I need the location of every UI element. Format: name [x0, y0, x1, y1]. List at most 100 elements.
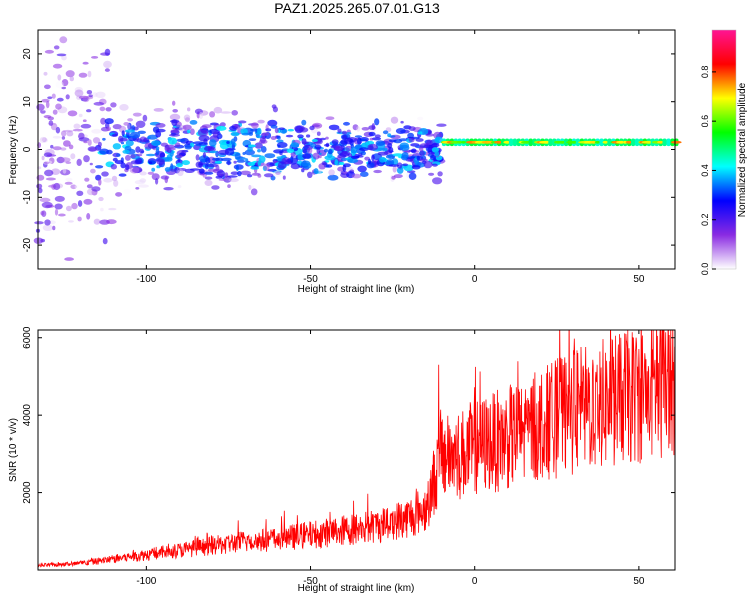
spectrogram-blob	[72, 128, 83, 132]
spectrogram-blob	[112, 143, 122, 150]
spectrogram-blob	[82, 96, 90, 103]
spectrogram-blob	[346, 132, 352, 135]
spectrogram-blob	[366, 162, 375, 169]
spectrogram-blob	[311, 139, 318, 142]
spectrogram-blob	[237, 170, 242, 177]
spectrogram-blob	[139, 171, 147, 176]
spectrogram-blob	[51, 93, 56, 99]
spectrogram-blob	[343, 121, 350, 126]
spectrogram-blob	[335, 145, 343, 152]
spectrogram-blob	[198, 112, 204, 119]
spectrogram-blob	[118, 125, 127, 133]
spectrogram-blob	[169, 113, 181, 121]
spectrogram-blob	[87, 146, 97, 152]
spectrogram-blob	[65, 94, 70, 100]
spectrogram-blob	[324, 143, 330, 147]
spectrogram-blob	[236, 159, 246, 163]
spectrogram-blob	[83, 198, 93, 205]
spectrogram-blob	[198, 168, 205, 174]
carrier-segment	[512, 138, 517, 147]
spectrogram-blob	[408, 126, 416, 131]
spectrogram-blob	[265, 128, 272, 132]
spectrogram-blob	[287, 128, 294, 132]
spectrogram-blob	[80, 123, 92, 129]
spectrogram-blob	[328, 124, 340, 131]
spectrogram-blob	[92, 137, 101, 144]
spectrogram-blob	[257, 160, 262, 167]
spectrogram-blob	[214, 161, 222, 164]
spectrogram-blob	[248, 185, 255, 190]
spectrogram-blob	[263, 173, 274, 178]
spectrogram-blob	[377, 151, 389, 156]
spectrogram-blob	[220, 111, 232, 114]
spectrogram-blob	[209, 111, 216, 118]
spectrogram-blob	[387, 133, 392, 138]
spectrogram-blob	[312, 122, 323, 129]
spectrogram-blob	[176, 138, 186, 142]
spectrogram-blob	[84, 177, 90, 182]
x-tick-label: 50	[633, 274, 645, 285]
spectrogram-blob	[63, 140, 71, 147]
spectrogram-blob	[125, 164, 130, 171]
spectrogram-blob	[147, 158, 157, 165]
spectrogram-blob	[155, 178, 159, 185]
spectrogram-blob	[189, 168, 201, 171]
spectrogram-blob	[52, 109, 58, 115]
spectrogram-blob	[331, 139, 339, 145]
spectrogram-blob	[417, 131, 423, 135]
spectrogram-blob	[337, 128, 342, 134]
spectrogram-blob	[307, 147, 313, 154]
spectrogram-blob	[139, 148, 144, 154]
spectrogram-blob	[400, 120, 404, 124]
figure-title: PAZ1.2025.265.07.01.G13	[274, 0, 440, 16]
spectrogram-blob	[204, 176, 213, 180]
spectrogram-blob	[106, 219, 117, 225]
spectrogram-blob	[432, 177, 443, 185]
spectrogram-blob	[402, 163, 409, 167]
spectrogram-blob	[74, 89, 84, 97]
spectrogram-blob	[307, 171, 313, 178]
spectrogram-blob	[115, 192, 123, 197]
x-tick-label: -100	[136, 576, 156, 587]
spectrogram-blob	[197, 129, 209, 137]
spectrogram-blob	[272, 106, 278, 113]
spectrogram-blob	[328, 169, 335, 176]
spectrogram-blob	[38, 187, 43, 194]
colorbar-tick-label: 0.4	[700, 164, 710, 177]
spectrogram-blob	[83, 155, 90, 163]
spectrogram-blob	[192, 141, 204, 145]
spectrogram-blob	[301, 119, 307, 126]
spectrogram-blob	[267, 168, 277, 172]
spectrogram-blob	[93, 101, 105, 106]
spectrogram-blob	[408, 172, 417, 180]
spectrogram-blob	[213, 106, 223, 114]
spectrogram-blob	[215, 164, 220, 172]
spectrogram-blob	[356, 125, 361, 132]
carrier-core	[670, 140, 682, 144]
spectrogram-blob	[174, 142, 181, 148]
spectrogram-blob	[237, 120, 247, 124]
spectrogram-blob	[125, 129, 135, 133]
spectrogram-blob	[155, 128, 166, 133]
spectrogram-blob	[419, 150, 425, 156]
spectrogram-blob	[110, 163, 118, 170]
spectrogram-blob	[97, 141, 102, 148]
spectrogram-blob	[100, 207, 104, 212]
spectrogram-blob	[302, 148, 307, 154]
spectrogram-blob	[399, 144, 410, 151]
spectrogram-blob	[147, 171, 155, 175]
spectrogram-blob	[164, 167, 171, 172]
spectrogram-blob	[275, 171, 281, 175]
carrier-segment	[501, 138, 506, 147]
spectrogram-blob	[60, 147, 67, 151]
spectrogram-blob	[418, 158, 428, 162]
x-tick-label: 0	[472, 576, 478, 587]
spectrogram-blob	[371, 137, 382, 141]
spectrogram-blob	[234, 124, 239, 129]
spectrogram-blob	[246, 174, 253, 178]
spectrogram-blob	[189, 128, 195, 135]
spectrogram-blob	[202, 152, 206, 158]
spectrogram-blob	[306, 134, 311, 138]
spectrogram-blob	[209, 150, 217, 154]
